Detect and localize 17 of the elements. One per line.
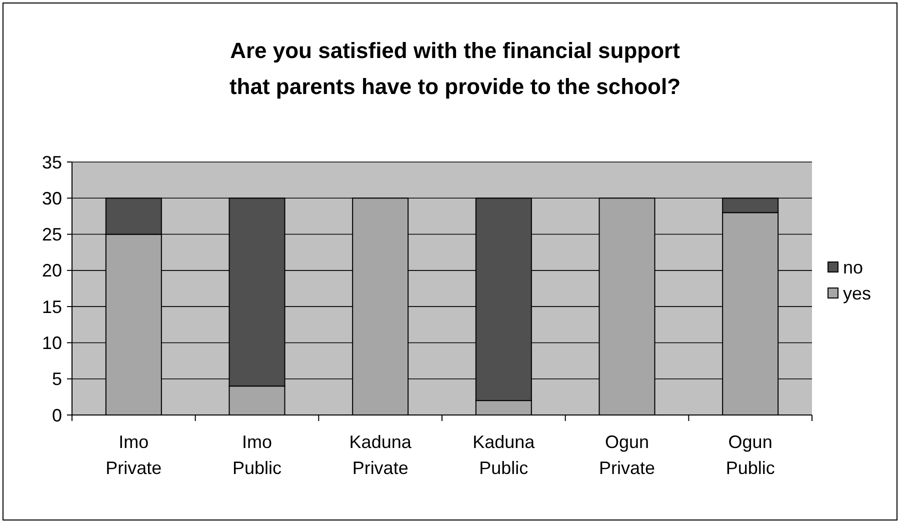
chart-title: Are you satisfied with the financial support that parents have to provide to the school?: [229, 38, 681, 99]
x-tick-label: Ogun Private: [598, 432, 656, 478]
x-tick-label: Ogun Public: [726, 432, 775, 478]
y-tick-label: 35: [42, 152, 62, 172]
y-tick-label: 0: [52, 405, 62, 426]
legend-label: yes: [843, 283, 872, 304]
y-tick-label: 15: [42, 296, 62, 317]
legend-label: no: [843, 257, 864, 278]
x-tick-label: Kaduna Private: [349, 432, 412, 478]
y-tick-label: 10: [42, 333, 62, 354]
y-tick-label: 25: [42, 224, 62, 245]
x-tick-label: Imo Public: [232, 432, 282, 478]
y-tick-label: 30: [42, 188, 62, 208]
x-tick-label: Kaduna Public: [472, 432, 536, 478]
x-tick-label: Imo Private: [106, 432, 162, 478]
y-tick-label: 5: [52, 369, 62, 390]
y-tick-label: 20: [42, 260, 62, 281]
